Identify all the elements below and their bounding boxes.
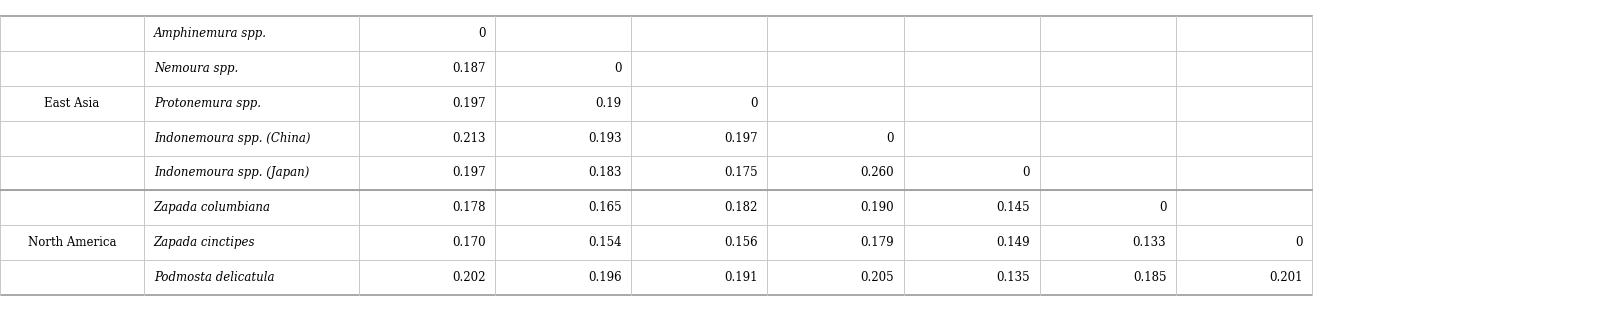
Text: 0.135: 0.135 — [996, 272, 1030, 285]
Text: 0.19: 0.19 — [596, 96, 622, 109]
Text: 0.149: 0.149 — [996, 236, 1030, 249]
Text: 0.191: 0.191 — [724, 272, 758, 285]
Text: Indonemoura spp. (Japan): Indonemoura spp. (Japan) — [154, 166, 309, 179]
Text: 0.213: 0.213 — [452, 132, 485, 145]
Text: 0.260: 0.260 — [860, 166, 894, 179]
Text: 0: 0 — [1294, 236, 1302, 249]
Text: 0.187: 0.187 — [452, 62, 485, 75]
Text: 0.179: 0.179 — [860, 236, 894, 249]
Text: Zapada columbiana: Zapada columbiana — [154, 202, 271, 215]
Text: 0: 0 — [1022, 166, 1030, 179]
Text: 0: 0 — [1158, 202, 1166, 215]
Text: 0.202: 0.202 — [452, 272, 485, 285]
Text: 0.193: 0.193 — [588, 132, 622, 145]
Text: North America: North America — [27, 236, 117, 249]
Text: 0: 0 — [614, 62, 622, 75]
Text: 0.165: 0.165 — [588, 202, 622, 215]
Text: 0.201: 0.201 — [1269, 272, 1302, 285]
Text: Nemoura spp.: Nemoura spp. — [154, 62, 239, 75]
Text: 0.196: 0.196 — [588, 272, 622, 285]
Text: 0.170: 0.170 — [452, 236, 485, 249]
Text: 0.183: 0.183 — [588, 166, 622, 179]
Text: 0.145: 0.145 — [996, 202, 1030, 215]
Text: 0.156: 0.156 — [724, 236, 758, 249]
Text: 0: 0 — [750, 96, 758, 109]
Text: Protonemura spp.: Protonemura spp. — [154, 96, 261, 109]
Text: Podmosta delicatula: Podmosta delicatula — [154, 272, 274, 285]
Text: 0.178: 0.178 — [452, 202, 485, 215]
Text: 0.197: 0.197 — [452, 166, 485, 179]
Text: 0.182: 0.182 — [724, 202, 758, 215]
Text: 0.197: 0.197 — [724, 132, 758, 145]
Text: East Asia: East Asia — [45, 96, 99, 109]
Text: 0.154: 0.154 — [588, 236, 622, 249]
Text: 0: 0 — [477, 26, 485, 39]
Text: Amphinemura spp.: Amphinemura spp. — [154, 26, 268, 39]
Text: 0.205: 0.205 — [860, 272, 894, 285]
Text: 0: 0 — [886, 132, 894, 145]
Text: 0.133: 0.133 — [1133, 236, 1166, 249]
Text: Zapada cinctipes: Zapada cinctipes — [154, 236, 255, 249]
Text: 0.185: 0.185 — [1133, 272, 1166, 285]
Text: 0.197: 0.197 — [452, 96, 485, 109]
Text: 0.175: 0.175 — [724, 166, 758, 179]
Text: Indonemoura spp. (China): Indonemoura spp. (China) — [154, 132, 311, 145]
Text: 0.190: 0.190 — [860, 202, 894, 215]
